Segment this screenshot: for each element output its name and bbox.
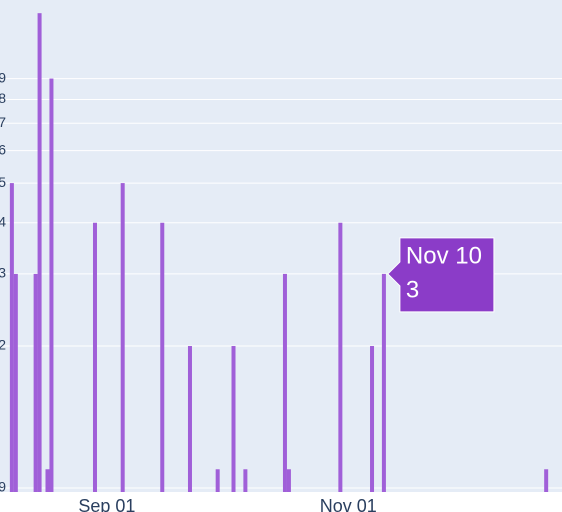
bar <box>282 273 287 492</box>
bar <box>9 183 14 493</box>
bar <box>49 78 54 492</box>
y-tick-label: 9 <box>0 69 6 85</box>
hover-y: 3 <box>406 276 419 303</box>
y-tick-label: 0.9 <box>0 479 6 495</box>
bar <box>37 13 42 493</box>
bar <box>92 222 97 493</box>
bar <box>187 346 192 492</box>
bar <box>231 346 236 492</box>
bar <box>370 346 375 492</box>
bar <box>160 222 165 493</box>
bar <box>13 273 18 492</box>
bar <box>33 273 38 492</box>
y-tick-label: 8 <box>0 90 6 106</box>
bar <box>243 469 248 492</box>
hover-x: Nov 10 <box>406 242 482 269</box>
hover-box <box>387 237 495 313</box>
y-tick-label: 2 <box>0 337 6 353</box>
y-tick-label: 6 <box>0 141 6 157</box>
x-tick-label: Sep 01 <box>78 496 135 512</box>
y-tick-label: 7 <box>0 114 6 130</box>
bar <box>381 273 386 492</box>
bar <box>215 469 220 492</box>
bar <box>338 222 343 493</box>
hover-label: Nov 10 3 <box>387 237 495 313</box>
bar <box>120 183 125 493</box>
y-tick-label: 3 <box>0 265 6 281</box>
bar <box>544 469 549 492</box>
y-tick-label: 5 <box>0 174 6 190</box>
bar <box>45 469 50 492</box>
x-tick-label: Nov 01 <box>320 496 377 512</box>
bar <box>286 469 291 492</box>
y-tick-label: 4 <box>0 213 6 229</box>
